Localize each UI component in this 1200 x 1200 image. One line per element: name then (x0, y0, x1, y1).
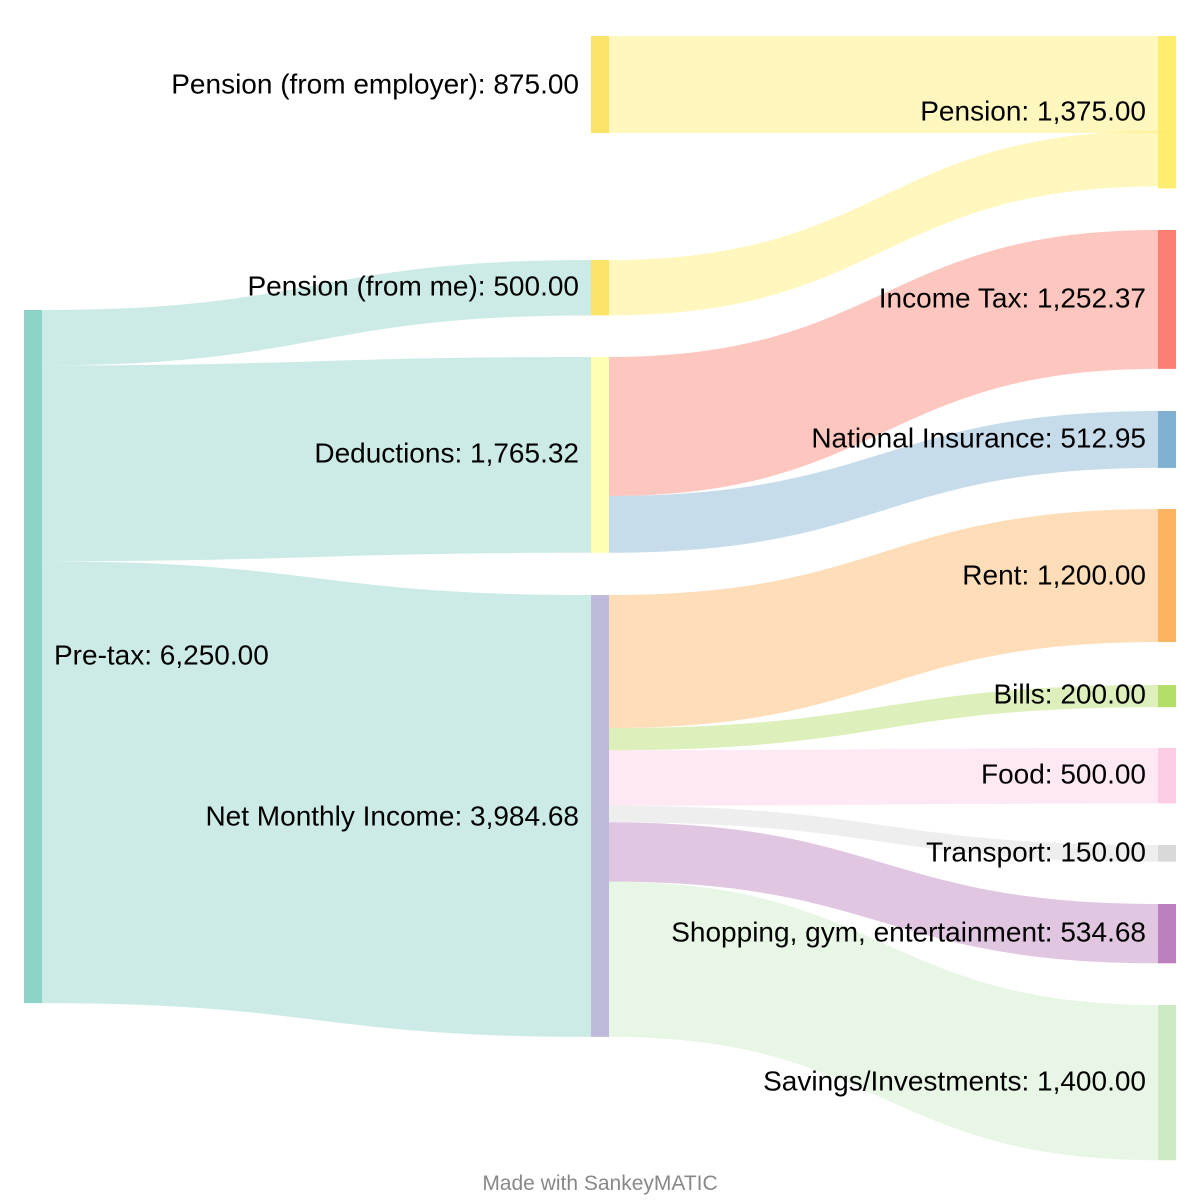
node-income_tax (1158, 230, 1176, 369)
node-pension_employer (591, 36, 609, 134)
node-label-bills: Bills: 200.00 (993, 678, 1146, 709)
node-bills (1158, 685, 1176, 708)
flow-net-to-savings (609, 881, 1158, 1161)
flow-net-to-shopping (609, 822, 1158, 964)
nodes-layer (24, 36, 1176, 1161)
flow-pretax-to-deductions (42, 357, 591, 562)
credit-text: Made with SankeyMATIC (482, 1172, 717, 1195)
node-label-deductions: Deductions: 1,765.32 (314, 437, 579, 468)
node-label-savings: Savings/Investments: 1,400.00 (763, 1065, 1146, 1096)
node-shopping (1158, 904, 1176, 964)
flow-net-to-food (609, 748, 1158, 806)
flow-pension_employer-to-pension (609, 36, 1158, 134)
node-label-transport: Transport: 150.00 (926, 836, 1146, 867)
node-label-net: Net Monthly Income: 3,984.68 (205, 800, 579, 831)
node-pretax (24, 310, 42, 1004)
node-label-rent: Rent: 1,200.00 (962, 559, 1146, 590)
node-label-shopping: Shopping, gym, entertainment: 534.68 (671, 916, 1146, 947)
flow-pretax-to-pension_me (42, 260, 591, 366)
node-deductions (591, 357, 609, 553)
flow-pension_me-to-pension (609, 131, 1158, 316)
flow-net-to-bills (609, 685, 1158, 751)
links-layer (42, 36, 1158, 1161)
node-label-pension: Pension: 1,375.00 (920, 95, 1146, 126)
flow-pretax-to-net (42, 561, 591, 1037)
node-label-pension_me: Pension (from me): 500.00 (248, 270, 580, 301)
node-food (1158, 748, 1176, 804)
flow-net-to-transport (609, 805, 1158, 862)
node-transport (1158, 845, 1176, 862)
node-label-pretax: Pre-tax: 6,250.00 (54, 639, 269, 670)
flow-net-to-rent (609, 509, 1158, 729)
node-label-income_tax: Income Tax: 1,252.37 (879, 282, 1146, 313)
node-label-food: Food: 500.00 (981, 758, 1146, 789)
node-label-pension_employer: Pension (from employer): 875.00 (171, 68, 579, 99)
node-savings (1158, 1005, 1176, 1161)
flow-deductions-to-income_tax (609, 230, 1158, 496)
node-pension_me (591, 260, 609, 316)
node-rent (1158, 509, 1176, 643)
flow-deductions-to-ni (609, 411, 1158, 553)
node-ni (1158, 411, 1176, 468)
node-label-ni: National Insurance: 512.95 (811, 422, 1146, 453)
node-net (591, 595, 609, 1037)
labels-layer: Pre-tax: 6,250.00 Pension (from employer)… (54, 68, 1146, 1096)
node-pension (1158, 36, 1176, 189)
